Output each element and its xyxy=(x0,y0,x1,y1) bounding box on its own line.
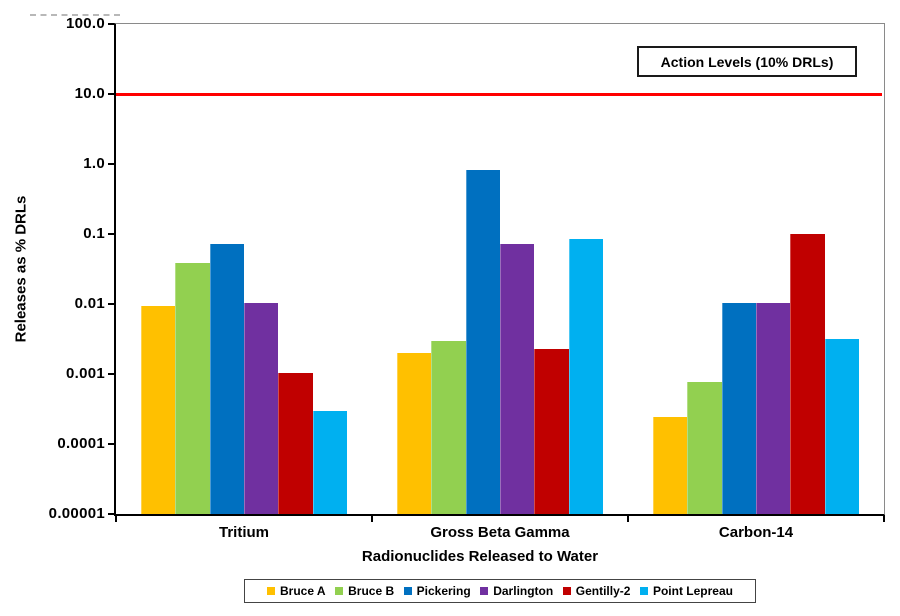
legend-swatch-point-lepreau xyxy=(639,587,648,595)
bar-pickering-gross-beta-gamma xyxy=(465,170,500,514)
bar-bruce-b-gross-beta-gamma xyxy=(431,340,466,514)
action-level-line xyxy=(116,93,882,96)
y-tick-label-1-0: 1.0 xyxy=(83,155,105,172)
y-tick-mark xyxy=(108,373,114,375)
bars-layer xyxy=(116,24,884,514)
x-tick-mark xyxy=(371,515,373,522)
x-tick-mark xyxy=(627,515,629,522)
legend-label-point-lepreau: Point Lepreau xyxy=(652,584,733,598)
legend-swatch-bruce-a xyxy=(267,587,275,595)
y-tick-label-100-0: 100.0 xyxy=(65,15,105,32)
bar-gentilly-2-gross-beta-gamma xyxy=(534,348,569,514)
legend-label-pickering: Pickering xyxy=(416,584,471,598)
legend: Bruce A Bruce B Pickering Darlington Gentill… xyxy=(244,579,756,603)
legend-item-bruce-a: Bruce A xyxy=(267,584,326,598)
y-tick-mark xyxy=(108,163,114,165)
x-category-label-carbon-14: Carbon-14 xyxy=(718,524,794,541)
legend-swatch-bruce-b xyxy=(335,587,344,595)
y-tick-mark xyxy=(108,93,114,95)
x-tick-mark xyxy=(883,515,885,522)
legend-swatch-gentilly-2 xyxy=(562,587,571,595)
legend-swatch-pickering xyxy=(403,587,412,595)
legend-label-bruce-a: Bruce A xyxy=(280,584,326,598)
cropped-text-artifact xyxy=(30,14,120,16)
y-tick-label-10-0: 10.0 xyxy=(74,85,105,102)
y-tick-mark xyxy=(108,513,114,515)
legend-item-pickering: Pickering xyxy=(403,584,471,598)
y-tick-label-0-1: 0.1 xyxy=(83,225,105,242)
bar-bruce-a-gross-beta-gamma xyxy=(396,352,432,514)
x-axis-title: Radionuclides Released to Water xyxy=(361,548,599,565)
y-axis-title: Releases as % DRLs xyxy=(12,195,30,343)
y-tick-label-0-0001: 0.0001 xyxy=(57,435,105,452)
legend-item-point-lepreau: Point Lepreau xyxy=(639,584,733,598)
bar-point-lepreau-carbon-14 xyxy=(824,338,860,514)
y-tick-mark xyxy=(108,23,114,25)
bar-bruce-a-tritium xyxy=(140,305,176,514)
y-tick-mark xyxy=(108,303,114,305)
bar-pickering-carbon-14 xyxy=(721,302,756,514)
x-category-label-tritium: Tritium xyxy=(218,524,269,541)
y-tick-label-0-01: 0.01 xyxy=(74,295,105,312)
action-levels-annotation: Action Levels (10% DRLs) xyxy=(637,46,857,77)
legend-swatch-darlington xyxy=(480,587,489,595)
bar-point-lepreau-gross-beta-gamma xyxy=(568,238,604,514)
bar-bruce-b-tritium xyxy=(175,263,210,514)
y-tick-mark xyxy=(108,233,114,235)
bar-darlington-carbon-14 xyxy=(756,302,791,514)
legend-label-bruce-b: Bruce B xyxy=(348,584,395,598)
bar-bruce-b-carbon-14 xyxy=(687,381,722,514)
y-tick-label-0-001: 0.001 xyxy=(65,365,105,382)
x-category-label-gross-beta-gamma: Gross Beta Gamma xyxy=(430,524,570,541)
legend-label-darlington: Darlington xyxy=(493,584,554,598)
legend-item-gentilly-2: Gentilly-2 xyxy=(562,584,631,598)
y-tick-mark xyxy=(108,443,114,445)
y-tick-label-0-00001: 0.00001 xyxy=(48,505,105,522)
bar-gentilly-2-carbon-14 xyxy=(790,234,825,514)
legend-label-gentilly-2: Gentilly-2 xyxy=(575,584,631,598)
bar-point-lepreau-tritium xyxy=(312,410,348,514)
plot-area xyxy=(114,23,885,516)
legend-item-darlington: Darlington xyxy=(480,584,553,598)
action-levels-label: Action Levels (10% DRLs) xyxy=(660,53,834,70)
bar-gentilly-2-tritium xyxy=(278,372,313,514)
legend-item-bruce-b: Bruce B xyxy=(335,584,394,598)
bar-pickering-tritium xyxy=(209,243,244,514)
bar-darlington-gross-beta-gamma xyxy=(500,243,535,514)
bar-bruce-a-carbon-14 xyxy=(652,417,688,514)
bar-darlington-tritium xyxy=(244,302,279,514)
x-tick-mark xyxy=(115,515,117,522)
